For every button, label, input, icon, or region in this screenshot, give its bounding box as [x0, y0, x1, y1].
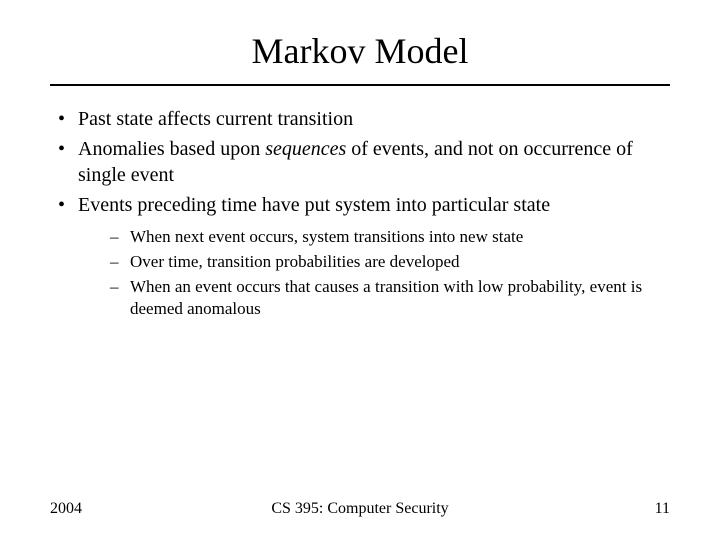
main-bullet-list: Past state affects current transition An…: [50, 106, 670, 320]
sub-bullet-text: When next event occurs, system transitio…: [130, 227, 523, 246]
bullet-text: Past state affects current transition: [78, 108, 353, 130]
slide-footer: 2004 CS 395: Computer Security 11: [50, 500, 670, 518]
sub-bullet-text: When an event occurs that causes a trans…: [130, 277, 642, 318]
sub-bullet-list: When next event occurs, system transitio…: [78, 226, 670, 320]
bullet-item: Anomalies based upon sequences of events…: [50, 136, 670, 188]
sub-bullet-item: When next event occurs, system transitio…: [78, 226, 670, 248]
bullet-text-pre: Anomalies based upon: [78, 138, 265, 160]
bullet-item: Past state affects current transition: [50, 106, 670, 132]
sub-bullet-item: Over time, transition probabilities are …: [78, 251, 670, 273]
sub-bullet-text: Over time, transition probabilities are …: [130, 252, 460, 271]
slide-title: Markov Model: [50, 30, 670, 72]
footer-year: 2004: [50, 500, 82, 518]
slide-container: Markov Model Past state affects current …: [0, 0, 720, 540]
bullet-text-italic: sequences: [265, 138, 346, 160]
bullet-item: Events preceding time have put system in…: [50, 192, 670, 320]
bullet-text: Events preceding time have put system in…: [78, 194, 550, 216]
footer-page-number: 11: [655, 500, 670, 518]
footer-course: CS 395: Computer Security: [271, 500, 448, 518]
title-underline: [50, 84, 670, 86]
sub-bullet-item: When an event occurs that causes a trans…: [78, 276, 670, 320]
